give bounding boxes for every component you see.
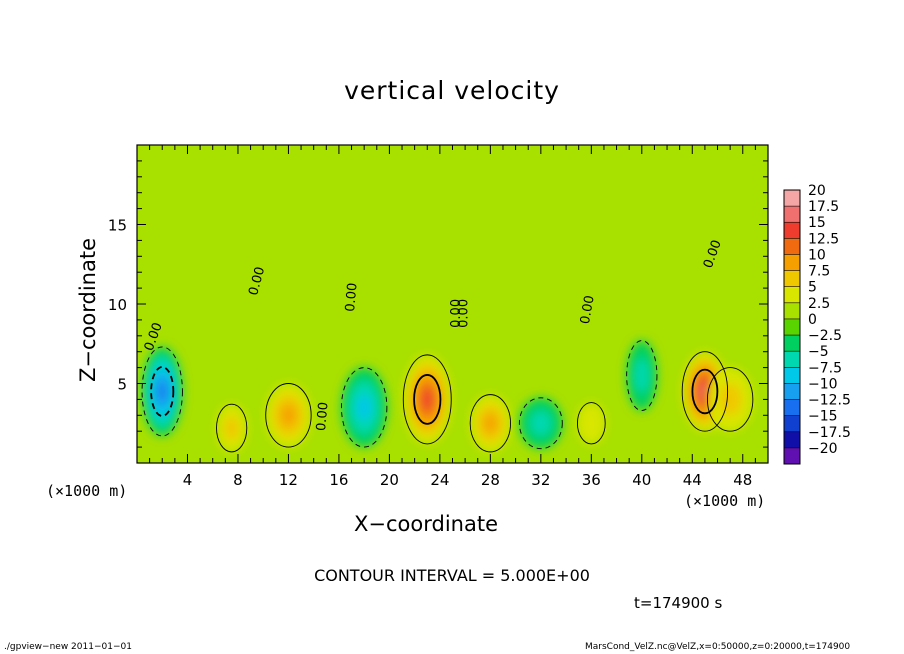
colorbar-label-15: −17.5 (808, 425, 851, 441)
field-cell-7 (577, 402, 606, 444)
contour-line-0 (141, 346, 183, 437)
field-cell-8 (626, 340, 657, 411)
x-tick-label-24: 24 (430, 471, 449, 489)
y-tick-label-15: 15 (108, 217, 127, 235)
time-label: t=174900 s (634, 594, 723, 612)
x-tick-label-8: 8 (233, 471, 243, 489)
footer-source: MarsCond_VelZ.nc@VelZ,x=0:50000,z=0:2000… (585, 642, 851, 652)
contour-line-8 (626, 340, 658, 411)
colorbar-label-14: −15 (808, 409, 838, 425)
contour-line-10 (706, 367, 754, 432)
contour-line-7 (576, 402, 606, 445)
contour-line-inner-0 (150, 366, 175, 417)
contour-label-1: 0.00 (246, 265, 268, 297)
contour-label-3: 0.00 (457, 299, 472, 328)
contour-label-4: 0.00 (578, 294, 598, 325)
x-tick-label-40: 40 (632, 471, 651, 489)
x-tick-label-36: 36 (582, 471, 601, 489)
x-tick-label-20: 20 (380, 471, 399, 489)
chart-title: vertical velocity (344, 76, 560, 105)
colorbar-band-3 (784, 238, 800, 255)
contour-label-2: 0.00 (343, 282, 360, 312)
colorbar-label-9: −2.5 (808, 328, 842, 344)
x-tick-label-12: 12 (279, 471, 298, 489)
x-tick-label-28: 28 (481, 471, 500, 489)
field-cell-1 (216, 404, 247, 452)
colorbar-label-12: −10 (808, 376, 838, 392)
x-unit-label-right: (×1000 m) (684, 492, 766, 510)
contour-line-4 (402, 354, 452, 445)
field-cell-6 (519, 397, 563, 449)
colorbar-band-1 (784, 206, 800, 223)
contour-line-inner-9 (691, 368, 719, 415)
x-tick-label-16: 16 (329, 471, 348, 489)
x-tick-label-32: 32 (531, 471, 550, 489)
colorbar-label-8: 0 (808, 312, 817, 328)
colorbar-label-5: 7.5 (808, 264, 830, 280)
colorbar-band-14 (784, 415, 800, 432)
colorbar-label-7: 2.5 (808, 296, 830, 312)
colorbar-label-1: 17.5 (808, 199, 839, 215)
colorbar-band-12 (784, 383, 800, 400)
colorbar-label-11: −7.5 (808, 360, 842, 376)
y-tick-label-10: 10 (108, 296, 127, 314)
colorbar-band-0 (784, 190, 800, 207)
colorbar-band-9 (784, 335, 800, 352)
contour-line-inner-4 (413, 374, 442, 425)
footer-program: ./gpview−new 2011−01−01 (4, 642, 132, 652)
colorbar-band-13 (784, 399, 800, 416)
contour-line-3 (340, 367, 388, 448)
contour-line-1 (216, 403, 248, 453)
colorbar-band-2 (784, 222, 800, 239)
contour-interval-text: CONTOUR INTERVAL = 5.000E+00 (314, 566, 590, 585)
x-unit-label-left: (×1000 m) (46, 482, 128, 500)
contour-line-6 (518, 397, 563, 450)
colorbar-band-8 (784, 318, 800, 336)
colorbar-band-11 (784, 367, 800, 384)
contour-line-5 (469, 394, 512, 453)
x-axis-label: X−coordinate (354, 512, 498, 536)
colorbar-band-10 (784, 351, 800, 368)
field-cell-0 (142, 346, 183, 436)
colorbar-label-13: −12.5 (808, 393, 851, 409)
colorbar-label-0: 20 (808, 183, 826, 199)
colorbar-label-10: −5 (808, 344, 829, 360)
contour-label-6: 0.00 (314, 401, 331, 431)
colorbar-band-5 (784, 270, 800, 287)
x-tick-label-4: 4 (183, 471, 193, 489)
contour-label-7: 0.00 (449, 299, 464, 328)
colorbar-band-4 (784, 254, 800, 271)
colorbar-band-15 (784, 431, 800, 448)
field-cell-3 (341, 367, 387, 448)
colorbar-label-3: 12.5 (808, 231, 839, 247)
field-cell-10 (707, 367, 753, 432)
colorbar-label-16: −20 (808, 441, 838, 457)
colorbar-label-4: 10 (808, 247, 826, 263)
field-cell-5 (470, 394, 511, 452)
colorbar-label-6: 5 (808, 280, 817, 296)
colorbar-band-16 (784, 447, 800, 464)
contour-line-2 (265, 383, 312, 448)
field-background (137, 145, 768, 463)
y-axis-label: Z−coordinate (76, 238, 100, 382)
y-tick-label-5: 5 (117, 376, 127, 394)
x-tick-label-44: 44 (683, 471, 702, 489)
colorbar-band-7 (784, 302, 800, 319)
contour-line-9 (681, 351, 729, 432)
colorbar-band-6 (784, 286, 800, 303)
colorbar-label-2: 15 (808, 215, 826, 231)
x-tick-label-48: 48 (733, 471, 752, 489)
field-cell-2 (265, 383, 312, 448)
